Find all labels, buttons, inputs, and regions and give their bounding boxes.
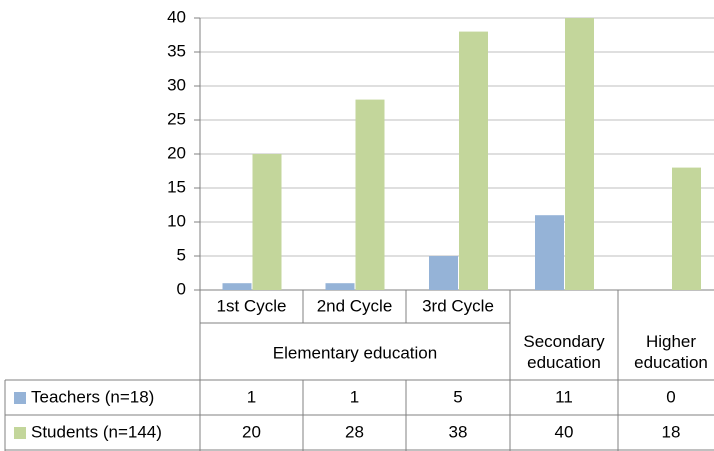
x-tick-label: Higher education — [634, 331, 708, 372]
y-tick-label: 0 — [177, 279, 186, 298]
y-tick-label: 15 — [167, 177, 186, 196]
y-tick-label: 5 — [177, 245, 186, 264]
table-value: 0 — [666, 387, 675, 406]
legend-swatch — [14, 427, 26, 439]
table-value: 5 — [453, 387, 462, 406]
bar — [459, 31, 488, 290]
bar — [429, 256, 458, 290]
y-tick-label: 35 — [167, 41, 186, 60]
table-value: 40 — [555, 422, 574, 441]
legend-label: Students (n=144) — [31, 422, 162, 441]
y-tick-label: 25 — [167, 109, 186, 128]
table-value: 20 — [242, 422, 261, 441]
bar — [252, 154, 282, 290]
x-tick-label: 2nd Cycle — [317, 296, 393, 315]
table-value: 1 — [350, 387, 359, 406]
y-tick-label: 30 — [167, 75, 186, 94]
bar — [355, 99, 385, 290]
y-tick-label: 40 — [167, 7, 186, 26]
y-tick-label: 20 — [167, 143, 186, 162]
bar — [535, 215, 564, 290]
y-tick-label: 10 — [167, 211, 186, 230]
bar — [672, 167, 701, 290]
legend-swatch — [14, 392, 26, 404]
table-value: 11 — [555, 387, 573, 406]
legend-label: Teachers (n=18) — [31, 387, 154, 406]
table-value: 1 — [247, 387, 256, 406]
bar — [565, 18, 594, 290]
x-tick-label: Secondary education — [523, 331, 605, 372]
table-value: 18 — [662, 422, 681, 441]
table-value: 28 — [345, 422, 364, 441]
category-group-label: Elementary education — [273, 343, 437, 362]
bar — [222, 283, 252, 290]
bar — [325, 283, 355, 290]
x-tick-label: 3rd Cycle — [422, 296, 494, 315]
table-value: 38 — [449, 422, 468, 441]
x-tick-label: 1st Cycle — [217, 296, 287, 315]
